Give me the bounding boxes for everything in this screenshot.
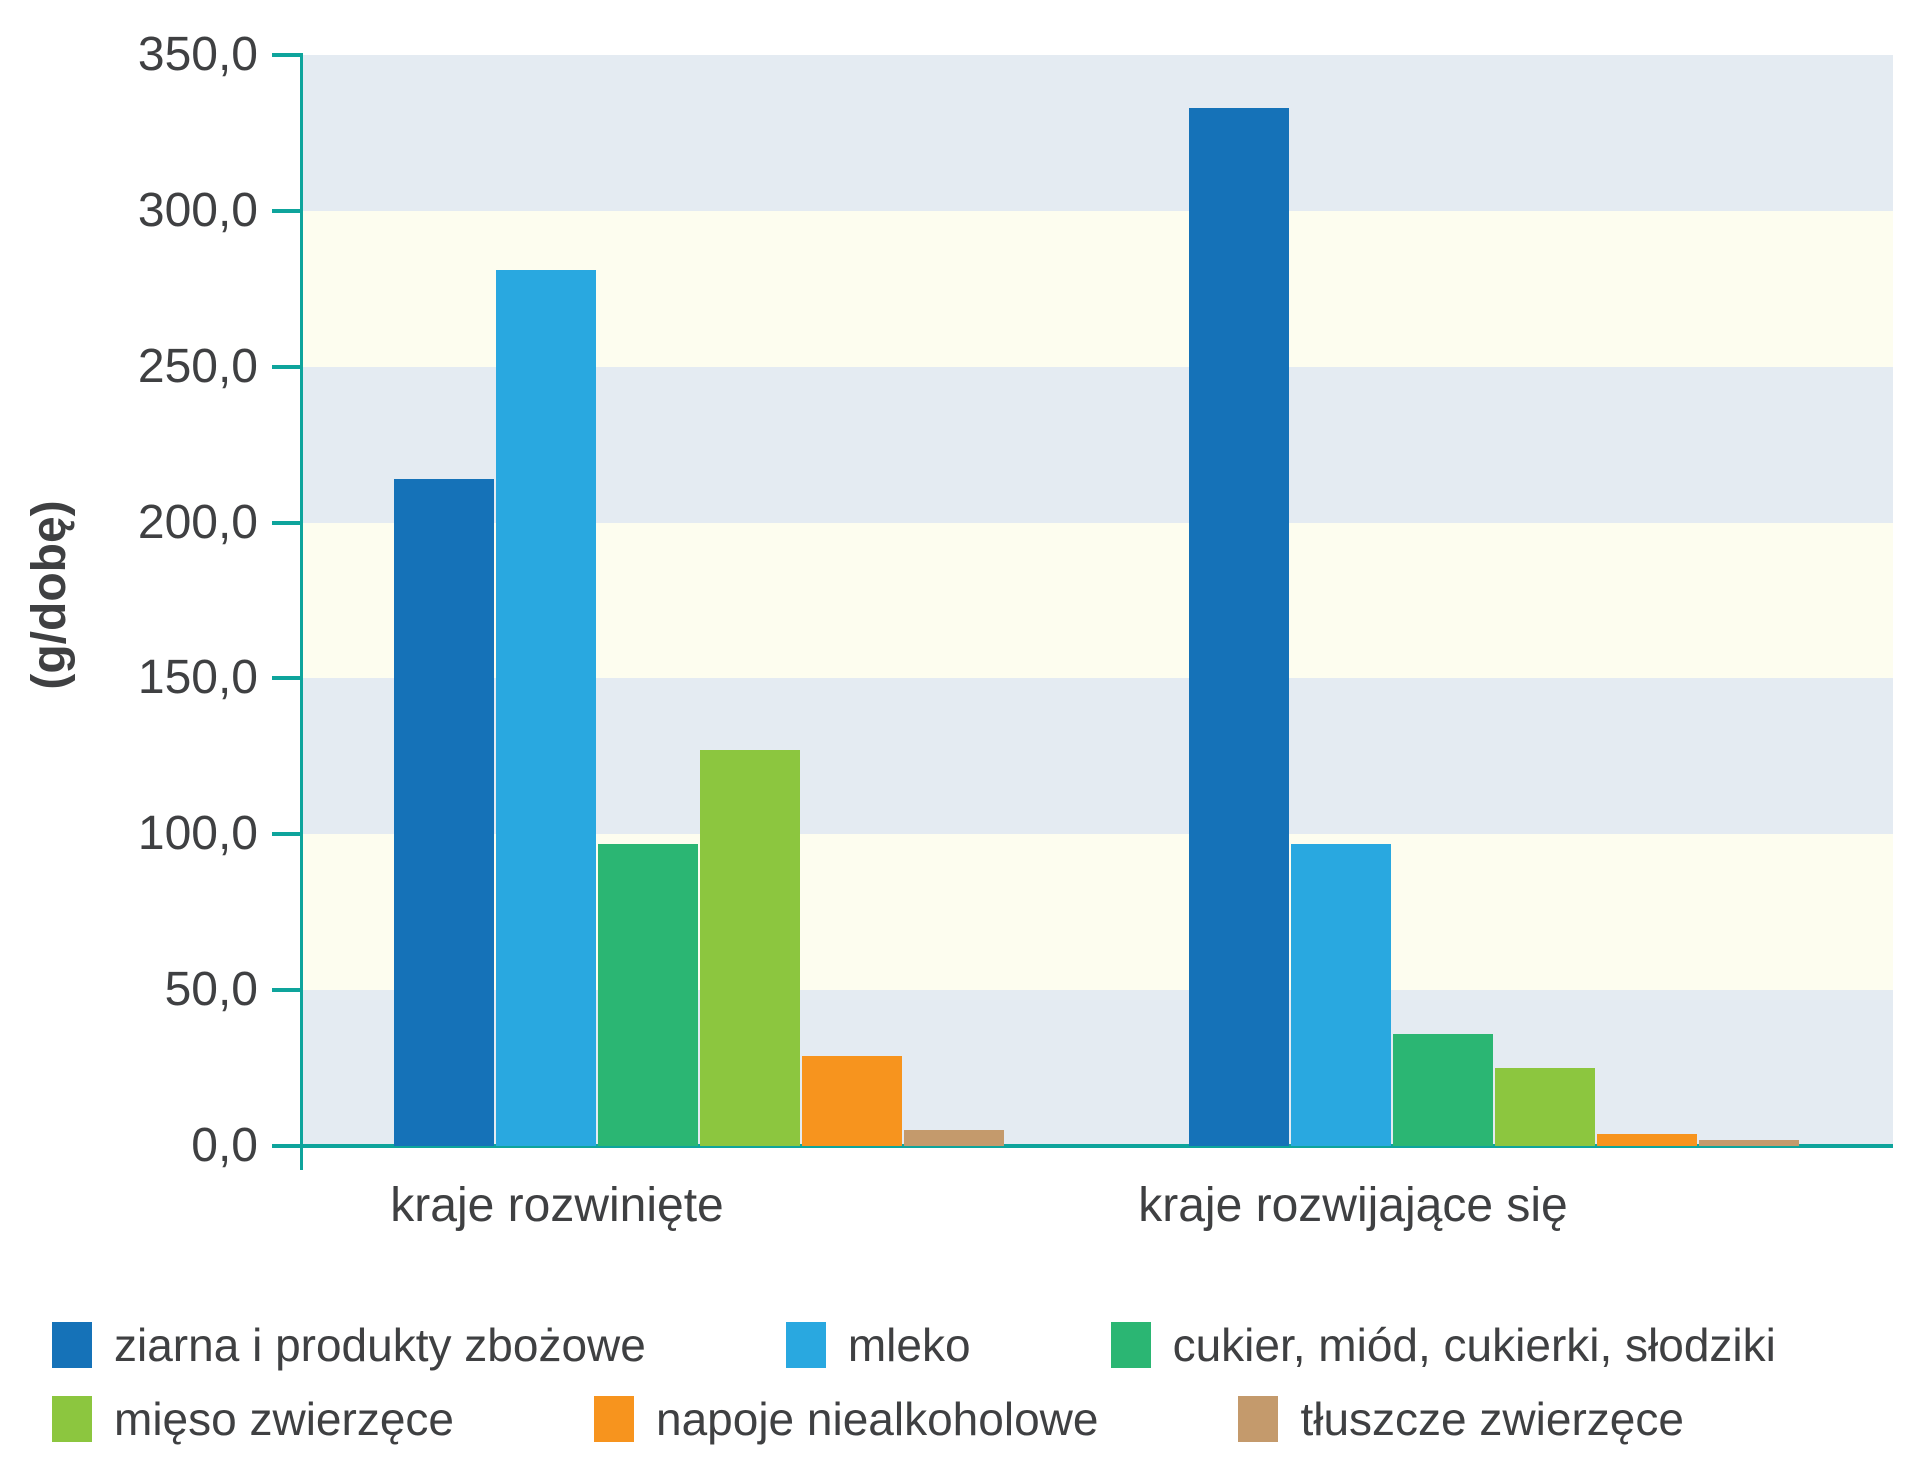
legend-item: ziarna i produkty zbożowe — [52, 1318, 646, 1372]
y-tick-label: 50,0 — [164, 963, 258, 1017]
legend: ziarna i produkty zbożowe mleko cukier, mi… — [52, 1318, 1882, 1446]
bar-series3-category2 — [1393, 1033, 1493, 1146]
y-tick — [272, 988, 303, 993]
y-tick-label: 200,0 — [137, 495, 258, 549]
legend-swatch — [52, 1396, 92, 1442]
bar-series6-category2 — [1699, 1139, 1799, 1146]
legend-item: cukier, miód, cukierki, słodziki — [1110, 1318, 1776, 1372]
y-axis-line — [300, 55, 303, 1170]
y-tick-label: 100,0 — [137, 807, 258, 861]
y-tick — [272, 520, 303, 525]
legend-row: ziarna i produkty zbożowe mleko cukier, mi… — [52, 1318, 1882, 1372]
bar-series1-category1 — [394, 478, 494, 1146]
y-tick-label: 350,0 — [137, 28, 258, 81]
bar-series6-category1 — [904, 1130, 1004, 1146]
bar-series1-category2 — [1189, 107, 1289, 1146]
legend-label: tłuszcze zwierzęce — [1300, 1393, 1684, 1445]
legend-swatch — [1238, 1396, 1279, 1442]
y-tick-label: 150,0 — [137, 651, 258, 705]
y-tick-label: 0,0 — [191, 1119, 258, 1172]
bar-series3-category1 — [598, 843, 698, 1146]
legend-item: mięso zwierzęce — [52, 1392, 454, 1446]
legend-swatch — [1110, 1322, 1151, 1368]
bar-series4-category1 — [700, 750, 800, 1146]
legend-swatch — [785, 1322, 826, 1368]
legend-row: mięso zwierzęce napoje niealkoholowe tłusz… — [52, 1392, 1882, 1446]
y-tick — [272, 364, 303, 369]
bar-series5-category1 — [802, 1055, 902, 1146]
y-tick — [272, 53, 303, 57]
legend-label: mleko — [847, 1319, 971, 1371]
legend-label: ziarna i produkty zbożowe — [114, 1319, 646, 1371]
bar-series2-category1 — [496, 270, 596, 1146]
y-tick-label: 250,0 — [137, 339, 258, 393]
legend-swatch — [594, 1396, 634, 1442]
bar-series2-category2 — [1291, 843, 1391, 1146]
bar-series5-category2 — [1597, 1133, 1697, 1146]
y-tick — [272, 1144, 303, 1148]
legend-label: napoje niealkoholowe — [656, 1393, 1099, 1445]
category-label-developing: kraje rozwijające się — [1138, 1179, 1568, 1232]
legend-item: mleko — [785, 1318, 971, 1372]
y-tick — [272, 208, 303, 213]
legend-item: napoje niealkoholowe — [594, 1392, 1098, 1446]
y-axis-title: (g/dobę) — [23, 500, 76, 690]
background-band — [302, 55, 1893, 212]
x-axis-line — [272, 1144, 1893, 1148]
category-label-developed: kraje rozwinięte — [390, 1179, 724, 1232]
bar-series4-category2 — [1495, 1068, 1595, 1146]
legend-swatch — [52, 1322, 92, 1368]
legend-label: cukier, miód, cukierki, słodziki — [1172, 1319, 1776, 1371]
legend-item: tłuszcze zwierzęce — [1238, 1392, 1684, 1446]
y-tick — [272, 676, 303, 681]
legend-label: mięso zwierzęce — [114, 1393, 454, 1445]
y-tick — [272, 832, 303, 837]
y-tick-label: 300,0 — [137, 183, 258, 237]
